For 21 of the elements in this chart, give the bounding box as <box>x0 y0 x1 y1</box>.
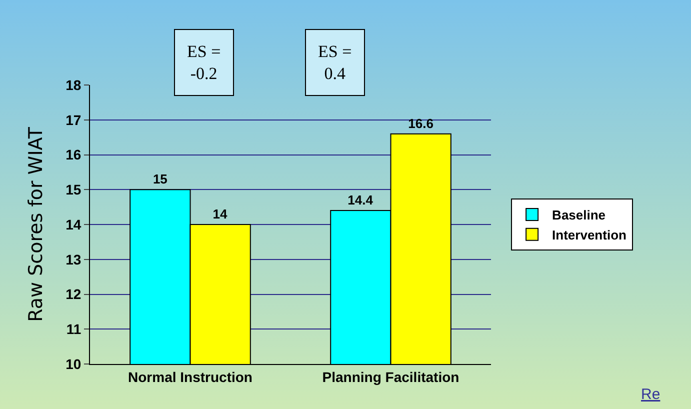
x-tick-label: Normal Instruction <box>128 368 252 385</box>
y-tick-label: 10 <box>66 356 82 372</box>
y-tick-label: 18 <box>66 76 82 93</box>
x-tick-label: Planning Facilitation <box>322 368 460 385</box>
y-tick-label: 15 <box>66 182 82 198</box>
y-tick-label: 12 <box>66 286 82 302</box>
text: ES = -0.2 <box>187 42 221 84</box>
y-tick-label: 13 <box>66 251 82 268</box>
text: ES = 0.4 <box>318 42 352 84</box>
data-label: 14.4 <box>348 192 374 208</box>
y-tick-label: 11 <box>66 321 82 338</box>
y-axis-title: Raw Scores for WIAT <box>25 126 47 322</box>
data-label: 14 <box>212 206 228 222</box>
y-tick-label: 14 <box>66 216 82 232</box>
text: Re <box>641 386 660 403</box>
data-label: 15 <box>152 172 168 187</box>
data-label: 16.6 <box>408 116 434 131</box>
y-tick-label: 16 <box>66 146 82 163</box>
y-tick-label: 17 <box>66 112 82 128</box>
legend-label: Intervention <box>552 227 627 242</box>
legend-label: Baseline <box>552 208 606 223</box>
